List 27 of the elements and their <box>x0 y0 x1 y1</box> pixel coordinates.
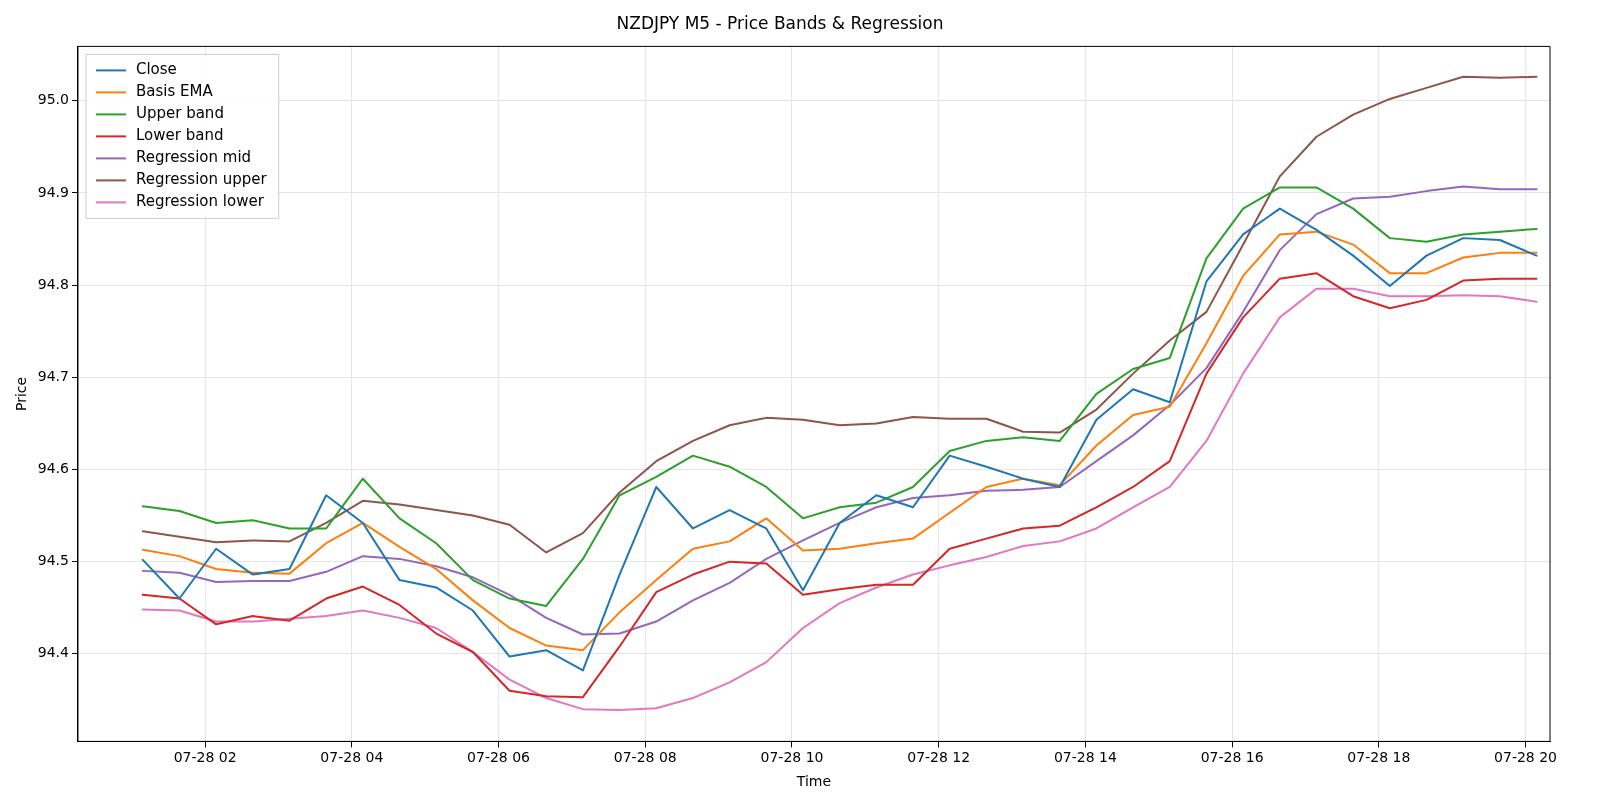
y-tick-label: 94.5 <box>37 552 69 569</box>
y-axis-title: Price <box>13 376 30 411</box>
y-tick-label: 94.8 <box>37 275 69 292</box>
x-tick-label: 07-28 20 <box>1494 749 1558 766</box>
chart-title: NZDJPY M5 - Price Bands & Regression <box>616 12 944 33</box>
x-tick-label: 07-28 18 <box>1347 749 1411 766</box>
legend-label: Regression upper <box>135 170 268 189</box>
y-tick-label: 94.7 <box>37 367 69 384</box>
x-axis-title: Time <box>795 773 832 790</box>
x-tick-label: 07-28 02 <box>173 749 237 766</box>
legend-label: Regression mid <box>135 148 252 167</box>
legend-label: Upper band <box>135 104 224 123</box>
x-tick-label: 07-28 06 <box>467 749 531 766</box>
legend-label: Close <box>135 60 177 79</box>
legend-label: Regression lower <box>135 192 265 211</box>
legend-label: Lower band <box>135 126 224 145</box>
y-tick-label: 95.0 <box>37 91 69 108</box>
x-tick-label: 07-28 16 <box>1200 749 1264 766</box>
x-tick-label: 07-28 04 <box>320 749 384 766</box>
x-tick-label: 07-28 14 <box>1053 749 1117 766</box>
x-tick-label: 07-28 12 <box>907 749 971 766</box>
legend-label: Basis EMA <box>135 82 214 101</box>
x-tick-label: 07-28 08 <box>613 749 677 766</box>
y-tick-label: 94.9 <box>37 183 69 200</box>
x-tick-label: 07-28 10 <box>760 749 824 766</box>
y-tick-label: 94.6 <box>37 460 70 477</box>
y-tick-label: 94.4 <box>37 644 70 661</box>
